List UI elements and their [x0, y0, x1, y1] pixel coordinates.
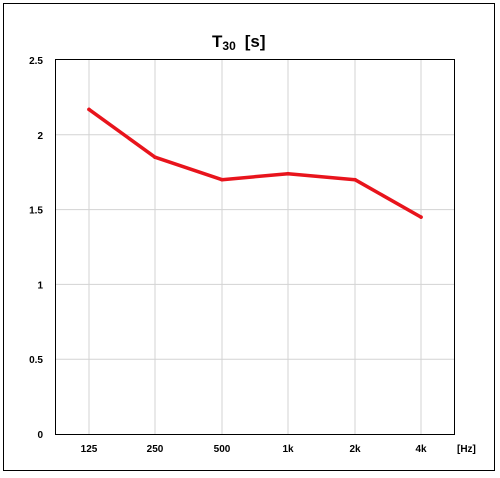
x-tick-label: 2k: [349, 444, 361, 455]
y-tick-label: 2.5: [29, 56, 43, 67]
x-axis-ticks: 125 250 500 1k 2k 4k: [81, 444, 427, 455]
x-tick-label: 4k: [415, 444, 427, 455]
y-tick-label: 0.5: [29, 355, 43, 366]
x-tick-label: 1k: [282, 444, 294, 455]
data-point: [87, 107, 91, 112]
x-tick-label: 250: [147, 444, 164, 455]
data-point: [353, 177, 357, 182]
title-main: T: [212, 32, 223, 51]
x-tick-label: 125: [81, 444, 98, 455]
outer-frame: [3, 3, 495, 471]
data-point: [286, 171, 290, 176]
chart-title: T30 [s]: [212, 32, 266, 53]
data-point: [153, 155, 157, 159]
data-point: [220, 177, 224, 182]
x-tick-label: 500: [214, 444, 231, 455]
series-group: [87, 107, 423, 219]
y-tick-label: 0: [37, 430, 43, 441]
y-tick-label: 2: [37, 131, 43, 142]
y-tick-label: 1.5: [29, 206, 43, 217]
title-unit: [s]: [245, 32, 266, 51]
data-point: [419, 215, 423, 219]
x-axis-unit: [Hz]: [457, 444, 476, 455]
title-subscript: 30: [222, 39, 236, 53]
y-tick-label: 1: [37, 280, 43, 291]
series-line-0: [87, 107, 423, 219]
y-axis-ticks: 0 0.5 1 1.5 2 2.5: [29, 56, 43, 441]
plot-frame: [55, 59, 455, 435]
